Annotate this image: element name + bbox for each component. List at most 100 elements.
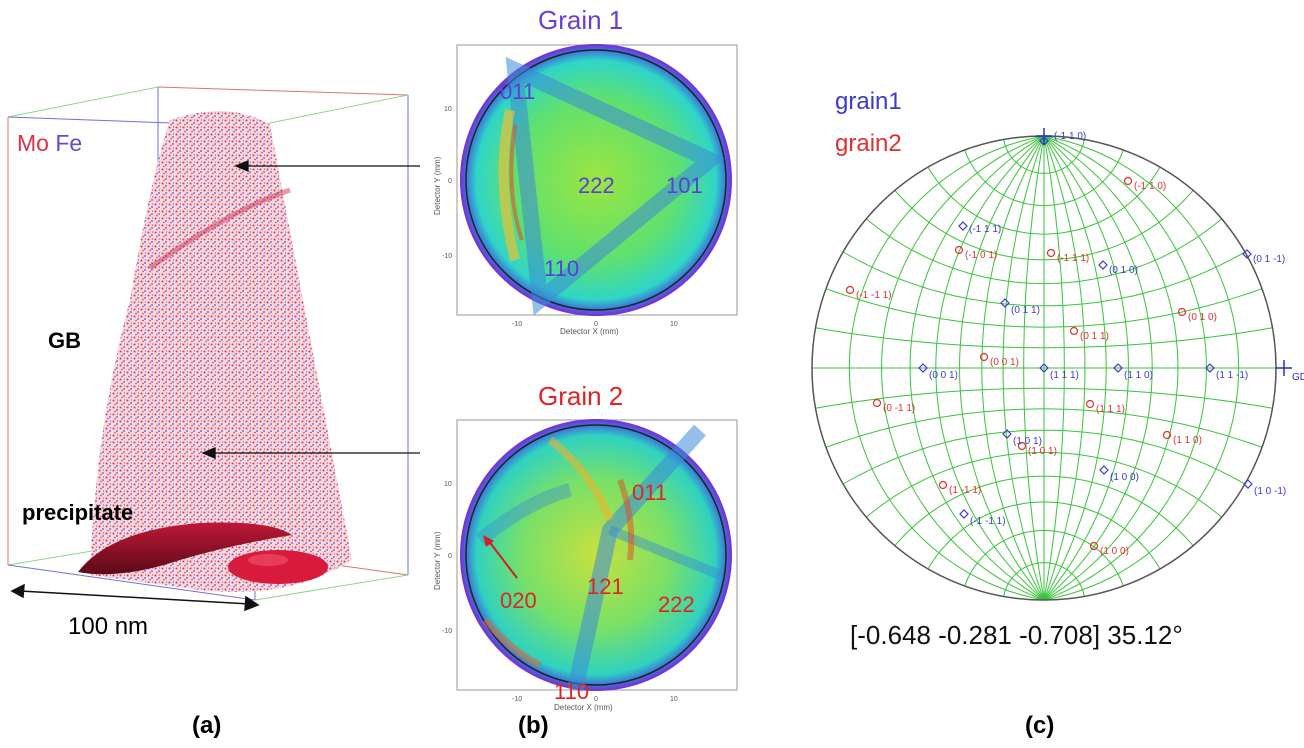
- grain2-xtick: 10: [670, 696, 678, 703]
- net-line: [825, 288, 1263, 328]
- pole-marker: [1089, 541, 1099, 551]
- panel-c-caption: (c): [1025, 712, 1055, 739]
- pole-label: (0 1 1): [1080, 331, 1109, 342]
- pole-label: (1 1 1): [1050, 370, 1079, 381]
- net-line: [825, 408, 1263, 448]
- grain2-ylabel: Detector Y (mm): [433, 531, 442, 590]
- grain2-ytick: -10: [442, 628, 452, 635]
- grain1-ytick: 0: [448, 178, 452, 185]
- detector-maps: -10 0 10 10 0 -10 -10 0 10 10 0 -10 Dete…: [433, 5, 738, 712]
- net-line: [842, 251, 1246, 307]
- tip-volume: [90, 111, 352, 592]
- grain2-pole: 222: [658, 592, 695, 617]
- net-line: [927, 501, 1161, 570]
- legend-fe: Fe: [55, 130, 83, 156]
- net-line: [865, 451, 1223, 518]
- net-line: [894, 475, 1194, 547]
- pole-label: (0 0 1): [990, 357, 1019, 368]
- net-line: [894, 189, 1194, 261]
- scale-bar-label: 100 nm: [68, 613, 149, 640]
- net-line: [927, 166, 1161, 235]
- pole-label: (0 -1 1): [883, 403, 915, 414]
- panel-b: -10 0 10 10 0 -10 -10 0 10 10 0 -10 Dete…: [420, 0, 750, 748]
- pole-label: (0 1 1): [1011, 305, 1040, 316]
- grain2-title: Grain 2: [538, 381, 623, 411]
- net-line: [815, 387, 1273, 409]
- pole-label: (-1 -1 1): [970, 516, 1006, 527]
- pole-label: (1 1 0): [1173, 435, 1202, 446]
- grain1-pole: 011: [500, 79, 535, 104]
- precipitate-shape-1: [78, 522, 292, 575]
- pole-marker: [918, 363, 928, 373]
- pole-label: (0 1 0): [1109, 265, 1138, 276]
- grain1-xtick: 0: [594, 321, 598, 328]
- pole-label: (0 1 0): [1188, 312, 1217, 323]
- grain2-ytick: 0: [448, 553, 452, 560]
- grain2-xtick: 0: [594, 696, 598, 703]
- net-line: [842, 429, 1246, 485]
- panel-b-caption: (b): [518, 712, 549, 739]
- top-pole-marker: [1036, 128, 1052, 144]
- net-line: [964, 529, 1124, 587]
- rotation-text: [-0.648 -0.281 -0.708] 35.12°: [850, 620, 1183, 650]
- pole-label: (-1 -1 1): [856, 290, 892, 301]
- net-line: [964, 149, 1124, 207]
- pole-label: (1 -1 1): [949, 485, 981, 496]
- panel-a: Mo Fe GB precipitate 100 nm (a): [0, 0, 420, 748]
- pole-marker: [1205, 363, 1215, 373]
- pole-marker: [1177, 307, 1187, 317]
- precipitate-label: precipitate: [22, 500, 134, 525]
- grain1-poles: (-1 1 0) (-1 1 1) (0 1 0) (0 1 -1) (0 1 1) (0…: [918, 131, 1286, 527]
- pole-marker: [1098, 260, 1108, 270]
- pole-marker: [1113, 363, 1123, 373]
- pointer-arrows: [201, 160, 420, 459]
- net-line: [865, 218, 1223, 285]
- grain1-ylabel: Detector Y (mm): [433, 156, 442, 215]
- grain2-xlabel: Detector X (mm): [554, 703, 613, 712]
- net-line: [815, 327, 1273, 349]
- legend-grain2: grain2: [835, 130, 902, 157]
- grain2-pole: 020: [500, 588, 537, 613]
- pole-label: (1 1 1): [1096, 404, 1125, 415]
- grain1-pole: 110: [544, 256, 579, 281]
- pole-marker: [1243, 479, 1253, 489]
- pole-marker: [954, 245, 964, 255]
- stereographic-projection: GD (-1 1 0) (-1 1 1) (0 1 0) (0 1 -1) (0 1 1…: [811, 128, 1304, 601]
- apt-reconstruction: [7, 86, 420, 612]
- gd-label: GD: [1292, 372, 1304, 383]
- grain1-xtick: -10: [512, 321, 522, 328]
- pole-label: (-1 0 1): [965, 250, 997, 261]
- grain2-pole: 110: [554, 679, 589, 704]
- pole-label: (-1 1 0): [1054, 131, 1086, 142]
- pole-label: (1 0 1): [1013, 436, 1042, 447]
- pole-marker: [1046, 248, 1056, 258]
- grain2-ytick: 10: [444, 481, 452, 488]
- net-line: [1003, 139, 1085, 174]
- element-legend: Mo Fe: [17, 130, 82, 157]
- pole-label: (1 1 0): [1124, 370, 1153, 381]
- legend-mo: Mo: [17, 130, 49, 156]
- grain1-xlabel: Detector X (mm): [560, 327, 619, 336]
- panel-c: grain1 grain2 GD (-1 1 0) (-1 1 1) (0 1 0)…: [760, 0, 1304, 748]
- pole-marker: [979, 352, 989, 362]
- pole-marker: [1039, 363, 1049, 373]
- grain1-pole: 101: [666, 173, 703, 198]
- grain1-title: Grain 1: [538, 5, 623, 35]
- panel-a-caption: (a): [192, 712, 222, 739]
- legend-grain1: grain1: [835, 88, 902, 115]
- pole-marker: [1000, 298, 1010, 308]
- grain1-ytick: -10: [442, 253, 452, 260]
- pole-marker: [1162, 430, 1172, 440]
- gd-marker: [1276, 360, 1292, 376]
- pole-marker: [872, 398, 882, 408]
- grain2-xtick: -10: [512, 696, 522, 703]
- grain2-pole: 121: [587, 574, 624, 599]
- pole-marker: [1039, 136, 1049, 146]
- pole-label: (-1 1 1): [1057, 253, 1089, 264]
- pole-marker: [1242, 249, 1252, 259]
- pole-marker: [1099, 465, 1109, 475]
- grain-boundary: [148, 187, 291, 271]
- wulff-net: [812, 135, 1276, 601]
- pole-marker: [1069, 326, 1079, 336]
- pole-marker: [1002, 429, 1012, 439]
